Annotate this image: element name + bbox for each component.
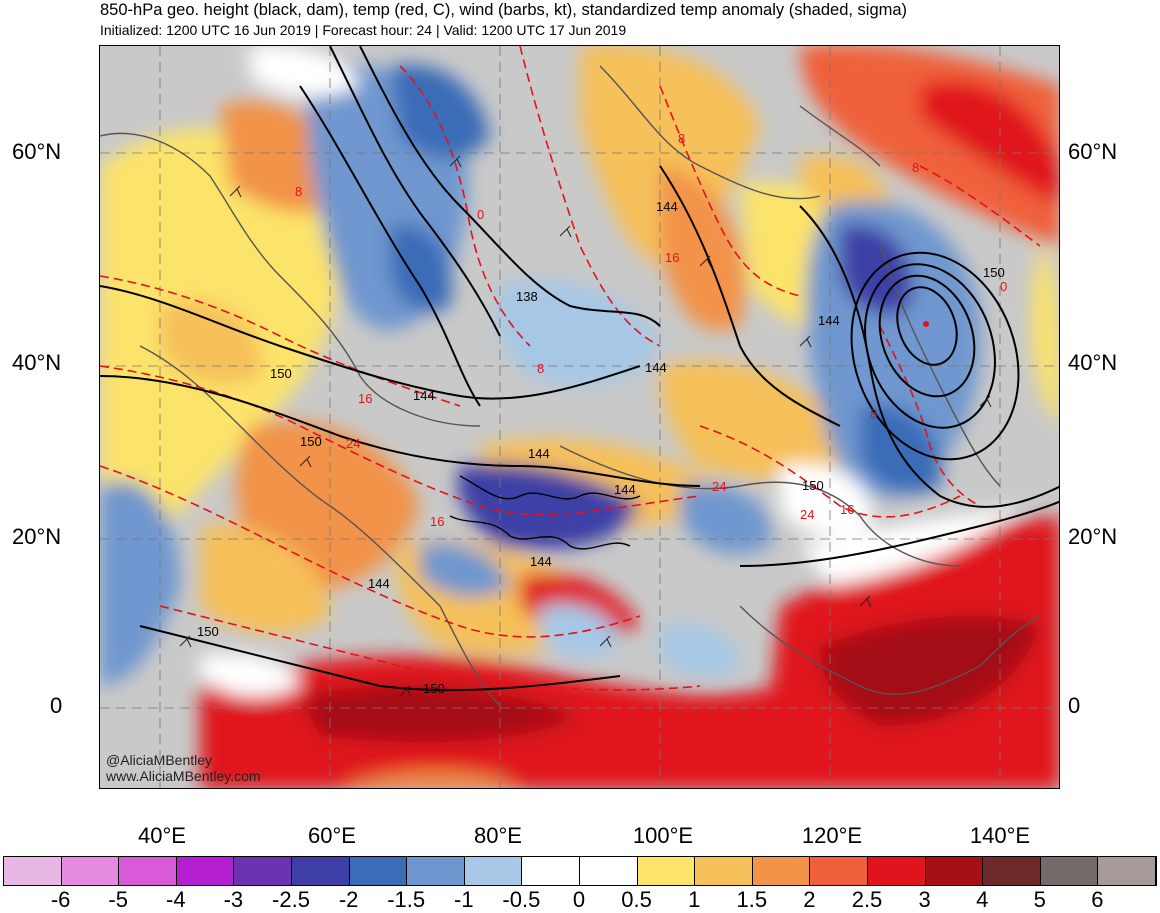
lat-label-left: 40°N xyxy=(12,350,62,375)
colorbar-tick-label: -3 xyxy=(223,887,244,912)
colorbar-swatch xyxy=(1098,857,1156,885)
colorbar-swatch xyxy=(695,857,753,885)
height-label: 144 xyxy=(528,446,550,461)
chart-subtitle: Initialized: 1200 UTC 16 Jun 2019 | Fore… xyxy=(100,22,627,38)
lat-label-right: 40°N xyxy=(1068,350,1118,375)
temperature-contours xyxy=(100,46,1041,691)
temperature-labels: 0 8 8 8 16 8 16 24 24 24 16 8 0 16 xyxy=(295,131,1007,529)
colorbar-tick-label: 1.5 xyxy=(736,887,768,912)
lat-label-left: 0 xyxy=(50,693,63,718)
colorbar-tick-label: -4 xyxy=(166,887,186,912)
colorbar-swatch xyxy=(176,857,235,885)
height-label: 144 xyxy=(530,554,552,569)
colorbar-swatch xyxy=(752,857,811,885)
colorbar-tick-label: 4 xyxy=(976,887,989,912)
graticule xyxy=(100,46,1059,788)
colorbar-swatch xyxy=(522,857,580,885)
colorbar-tick-label: 1 xyxy=(688,887,701,912)
temp-label: 0 xyxy=(477,207,484,222)
colorbar-swatch xyxy=(810,857,868,885)
colorbar-tick-label: 6 xyxy=(1091,887,1104,912)
height-label: 150 xyxy=(300,434,322,449)
colorbar-tick-label: -2.5 xyxy=(272,887,310,912)
height-label: 144 xyxy=(645,360,667,375)
colorbar-tick-label: 0 xyxy=(572,887,586,912)
colorbar-swatch xyxy=(119,857,177,885)
colorbar-swatch xyxy=(925,857,984,885)
credit-handle: @AliciaMBentley xyxy=(106,752,213,768)
colorbar-swatch xyxy=(4,857,62,885)
lon-label: 60°E xyxy=(308,823,356,848)
temp-label: 0 xyxy=(1000,279,1007,294)
temp-label: 24 xyxy=(346,436,360,451)
height-label: 150 xyxy=(423,681,445,696)
low-center-marker xyxy=(923,321,929,327)
chart-title: 850-hPa geo. height (black, dam), temp (… xyxy=(100,1,908,19)
height-label: 150 xyxy=(802,478,824,493)
temp-label: 16 xyxy=(665,250,679,265)
anomaly-shading xyxy=(100,46,1059,788)
temp-label: 8 xyxy=(870,406,877,421)
wind-barbs xyxy=(179,155,992,698)
lat-label-left: 60°N xyxy=(12,139,62,164)
colorbar-tick-label: 2 xyxy=(803,887,816,912)
colorbar xyxy=(3,856,1157,886)
colorbar-swatch xyxy=(867,857,926,885)
coastlines xyxy=(100,65,1041,707)
temp-label: 24 xyxy=(800,507,814,522)
colorbar-swatch xyxy=(579,857,638,885)
height-label: 150 xyxy=(270,366,292,381)
colorbar-swatch xyxy=(61,857,120,885)
height-label: 144 xyxy=(368,576,390,591)
colorbar-swatch xyxy=(464,857,523,885)
colorbar-tick-label: 2.5 xyxy=(851,887,883,912)
lat-label-left: 20°N xyxy=(12,524,62,549)
lat-label-right: 0 xyxy=(1068,693,1081,718)
colorbar-tick-label: -6 xyxy=(50,887,71,912)
temp-label: 16 xyxy=(840,502,854,517)
height-label: 150 xyxy=(197,624,219,639)
height-label: 144 xyxy=(413,388,435,403)
height-label: 144 xyxy=(818,313,840,328)
temp-label: 8 xyxy=(537,361,544,376)
temp-label: 8 xyxy=(912,160,919,175)
height-label: 144 xyxy=(614,482,636,497)
temp-label: 8 xyxy=(295,184,302,199)
colorbar-tick-label: 0.5 xyxy=(621,887,652,912)
temp-label: 16 xyxy=(430,514,444,529)
colorbar-tick-label: -1.5 xyxy=(387,887,426,912)
colorbar-tick-label: -5 xyxy=(108,887,128,912)
colorbar-swatch xyxy=(234,857,292,885)
colorbar-tick-label: 5 xyxy=(1033,887,1046,912)
height-label: 144 xyxy=(656,199,678,214)
temp-label: 8 xyxy=(678,131,685,146)
height-contours xyxy=(100,46,1059,692)
colorbar-swatch xyxy=(349,857,408,885)
lon-label: 40°E xyxy=(138,823,186,848)
height-label: 150 xyxy=(983,265,1005,280)
credit-site: www.AliciaMBentley.com xyxy=(106,768,261,784)
colorbar-tick-label: -1 xyxy=(454,887,474,912)
temp-label: 16 xyxy=(358,391,372,406)
colorbar-swatch xyxy=(983,857,1041,885)
colorbar-swatch xyxy=(291,857,350,885)
temp-label: 24 xyxy=(712,479,726,494)
colorbar-swatch xyxy=(407,857,465,885)
height-label: 138 xyxy=(516,289,538,304)
lat-label-right: 60°N xyxy=(1068,139,1118,164)
lon-label: 80°E xyxy=(474,823,522,848)
colorbar-swatch xyxy=(1040,857,1099,885)
lon-label: 120°E xyxy=(801,823,863,848)
colorbar-tick-label: -2 xyxy=(338,887,359,912)
lon-label: 140°E xyxy=(969,823,1031,848)
lon-label: 100°E xyxy=(632,823,694,848)
height-labels: 144 138 144 144 144 150 144 150 144 150 … xyxy=(197,199,1005,696)
map-canvas: 144 138 144 144 144 150 144 150 144 150 … xyxy=(100,46,1059,788)
weather-map[interactable]: 144 138 144 144 144 150 144 150 144 150 … xyxy=(99,45,1060,789)
colorbar-tick-label: -0.5 xyxy=(502,887,541,912)
lat-label-right: 20°N xyxy=(1068,524,1118,549)
colorbar-tick-label: 3 xyxy=(918,887,931,912)
colorbar-swatch xyxy=(637,857,696,885)
